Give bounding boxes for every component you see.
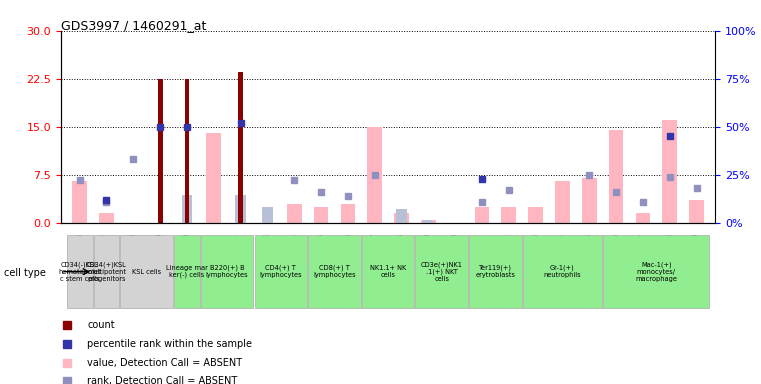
Bar [72, 181, 87, 223]
Bar [523, 235, 602, 308]
Text: CD3e(+)NK1
.1(+) NKT
cells: CD3e(+)NK1 .1(+) NKT cells [421, 261, 463, 282]
Bar [340, 204, 355, 223]
Text: cell type: cell type [4, 268, 46, 278]
Bar [394, 213, 409, 223]
Bar [609, 130, 623, 223]
Bar [182, 195, 192, 223]
Text: CD8(+) T
lymphocytes: CD8(+) T lymphocytes [314, 265, 356, 278]
Bar [469, 235, 522, 308]
Bar [201, 235, 253, 308]
Text: rank, Detection Call = ABSENT: rank, Detection Call = ABSENT [87, 376, 237, 384]
Text: percentile rank within the sample: percentile rank within the sample [87, 339, 252, 349]
Bar [158, 79, 163, 223]
Text: value, Detection Call = ABSENT: value, Detection Call = ABSENT [87, 358, 242, 367]
Bar [174, 235, 200, 308]
Text: KSL cells: KSL cells [132, 269, 161, 275]
Bar [501, 207, 516, 223]
Bar [99, 213, 114, 223]
Bar [67, 235, 93, 308]
Bar [423, 220, 434, 223]
Text: NK1.1+ NK
cells: NK1.1+ NK cells [370, 265, 406, 278]
Bar [238, 72, 243, 223]
Bar [416, 235, 468, 308]
Text: CD34(+)KSL
multipotent
progenitors: CD34(+)KSL multipotent progenitors [86, 262, 127, 282]
Text: Ter119(+)
erytroblasts: Ter119(+) erytroblasts [476, 265, 515, 278]
Bar [94, 235, 119, 308]
Text: CD4(+) T
lymphocytes: CD4(+) T lymphocytes [260, 265, 302, 278]
Bar [361, 235, 415, 308]
Text: Mac-1(+)
monocytes/
macrophage: Mac-1(+) monocytes/ macrophage [635, 262, 677, 282]
Text: Lineage mar
ker(-) cells: Lineage mar ker(-) cells [166, 265, 208, 278]
Text: CD34(-)KSL
hematopoiet
c stem cells: CD34(-)KSL hematopoiet c stem cells [59, 262, 101, 282]
Bar [206, 133, 221, 223]
Bar [254, 235, 307, 308]
Bar [689, 200, 704, 223]
Bar [528, 207, 543, 223]
Bar [308, 235, 361, 308]
Text: count: count [87, 320, 115, 330]
Bar [184, 79, 189, 223]
Bar [287, 204, 301, 223]
Bar [235, 195, 246, 223]
Bar [396, 209, 406, 223]
Bar [263, 207, 272, 223]
Bar [475, 207, 489, 223]
Bar [603, 235, 709, 308]
Bar [421, 220, 436, 223]
Bar [314, 207, 329, 223]
Text: B220(+) B
lymphocytes: B220(+) B lymphocytes [206, 265, 249, 278]
Bar [635, 213, 651, 223]
Bar [120, 235, 173, 308]
Text: GDS3997 / 1460291_at: GDS3997 / 1460291_at [61, 19, 206, 32]
Text: Gr-1(+)
neutrophils: Gr-1(+) neutrophils [543, 265, 581, 278]
Bar [368, 127, 382, 223]
Bar [555, 181, 570, 223]
Bar [662, 120, 677, 223]
Bar [582, 178, 597, 223]
